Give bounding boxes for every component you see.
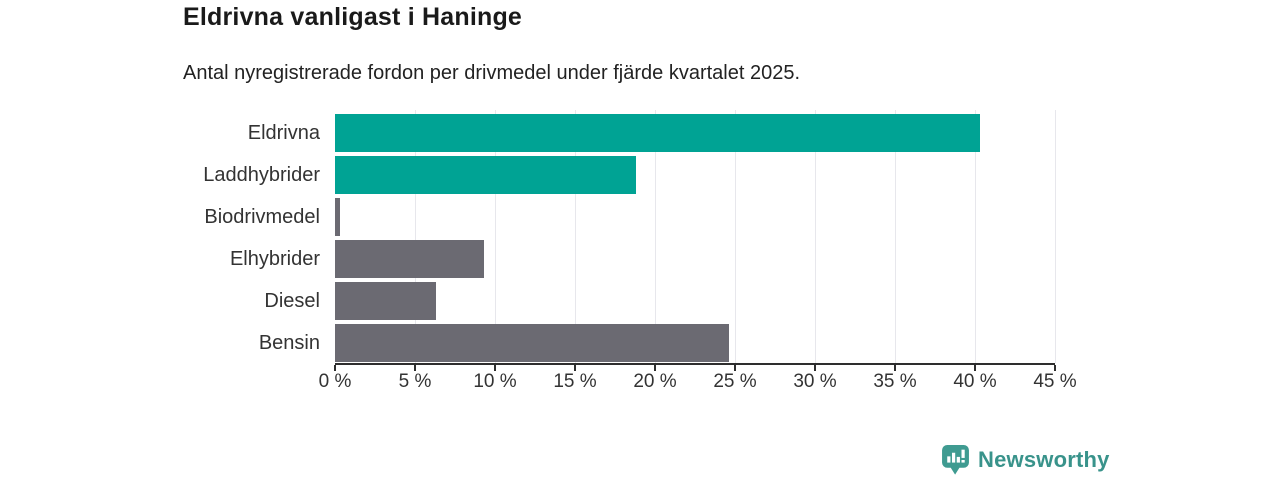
x-tick-mark-40 — [974, 365, 976, 371]
bar-bensin — [335, 324, 729, 362]
gridline-25 — [734, 110, 736, 363]
category-label-elhybrider: Elhybrider — [229, 248, 320, 270]
category-label-eldrivna: Eldrivna — [247, 122, 320, 144]
bar-row-bensin — [335, 322, 1055, 364]
x-tick-mark-35 — [894, 365, 896, 371]
category-label-bensin: Bensin — [258, 332, 320, 354]
x-tick-label-40: 40 % — [953, 371, 997, 392]
gridline-5 — [414, 110, 416, 363]
chart-subtitle: Antal nyregistrerade fordon per drivmede… — [183, 62, 801, 84]
x-tick-label-15: 15 % — [553, 371, 597, 392]
x-tick-mark-20 — [654, 365, 656, 371]
x-tick-mark-30 — [814, 365, 816, 371]
bar-elhybrider — [335, 240, 484, 278]
x-tick-label-35: 35 % — [873, 371, 917, 392]
x-tick-label-20: 20 % — [633, 371, 677, 392]
x-tick-label-45: 45 % — [1033, 371, 1077, 392]
plot-area — [334, 110, 1056, 371]
x-tick-label-5: 5 % — [398, 371, 432, 392]
bar-row-eldrivna — [335, 112, 1055, 154]
newsworthy-logo-text: Newsworthy — [978, 447, 1110, 472]
category-label-biodrivmedel: Biodrivmedel — [204, 206, 320, 228]
bar-laddhybrider — [335, 156, 636, 194]
x-tick-mark-15 — [574, 365, 576, 371]
gridline-40 — [974, 110, 976, 363]
category-label-laddhybrider: Laddhybrider — [203, 164, 320, 186]
gridline-20 — [654, 110, 656, 363]
x-tick-label-0: 0 % — [318, 371, 352, 392]
bar-row-biodrivmedel — [335, 196, 1055, 238]
newsworthy-icon — [942, 445, 969, 475]
x-tick-mark-0 — [334, 365, 336, 371]
gridline-10 — [494, 110, 496, 363]
chart-title: Eldrivna vanligast i Haninge — [183, 3, 523, 31]
x-tick-mark-10 — [494, 365, 496, 371]
bar-diesel — [335, 282, 436, 320]
newsworthy-logo[interactable]: Newsworthy — [942, 445, 1110, 475]
category-label-diesel: Diesel — [264, 290, 320, 312]
gridline-45 — [1054, 110, 1056, 363]
bar-row-elhybrider — [335, 238, 1055, 280]
x-tick-mark-5 — [414, 365, 416, 371]
x-tick-label-30: 30 % — [793, 371, 837, 392]
x-tick-label-10: 10 % — [473, 371, 517, 392]
gridline-15 — [574, 110, 576, 363]
bar-row-diesel — [335, 280, 1055, 322]
bar-row-laddhybrider — [335, 154, 1055, 196]
gridline-35 — [894, 110, 896, 363]
bar-eldrivna — [335, 114, 980, 152]
x-tick-label-25: 25 % — [713, 371, 757, 392]
x-tick-mark-25 — [734, 365, 736, 371]
x-tick-mark-45 — [1054, 365, 1056, 371]
bar-biodrivmedel — [335, 198, 340, 236]
gridline-30 — [814, 110, 816, 363]
